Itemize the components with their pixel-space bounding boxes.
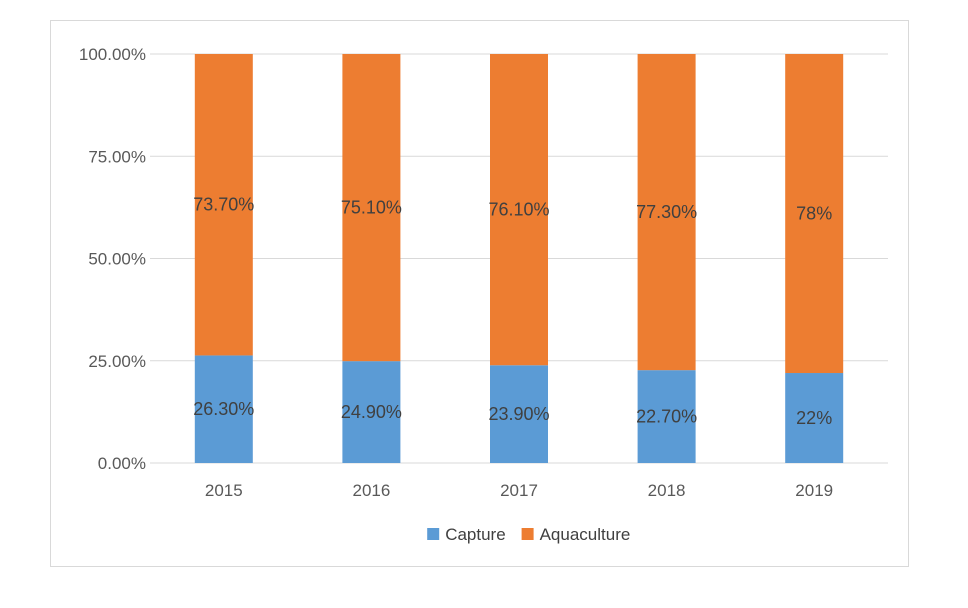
data-label: 24.90%	[341, 402, 402, 422]
x-axis-tick-labels: 2015 2016 2017 2018 2019	[205, 481, 833, 500]
capture-bar	[637, 370, 696, 463]
y-tick-label: 50.00%	[88, 250, 146, 269]
aquaculture-bar	[342, 54, 401, 362]
capture-bar	[785, 373, 844, 463]
aquaculture-bar	[637, 54, 696, 371]
data-label: 22%	[796, 408, 832, 428]
data-label: 78%	[796, 204, 832, 224]
capture-bar	[342, 361, 401, 463]
legend: Capture Aquaculture	[427, 525, 630, 544]
x-tick-label: 2016	[352, 481, 390, 500]
y-tick-label: 100.00%	[79, 45, 146, 64]
capture-bar	[490, 365, 548, 463]
aquaculture-bar	[194, 54, 253, 356]
legend-swatch	[521, 528, 534, 540]
data-label: 73.70%	[193, 195, 254, 215]
bars: 26.30% 73.70% 24.90% 75.10% 23.90% 76.10% 22.7…	[193, 54, 844, 463]
data-label: 22.70%	[636, 407, 697, 427]
data-label: 77.30%	[636, 202, 697, 222]
x-tick-label: 2017	[500, 481, 538, 500]
x-tick-label: 2015	[205, 481, 243, 500]
aquaculture-bar	[785, 54, 844, 374]
data-label: 23.90%	[488, 404, 549, 424]
y-tick-label: 0.00%	[98, 454, 146, 473]
x-tick-label: 2019	[795, 481, 833, 500]
aquaculture-bar	[490, 54, 548, 366]
data-label: 26.30%	[193, 399, 254, 419]
capture-bar	[194, 355, 253, 463]
data-label: 76.10%	[488, 200, 549, 220]
x-tick-label: 2018	[648, 481, 686, 500]
y-tick-label: 25.00%	[88, 352, 146, 371]
legend-label: Aquaculture	[540, 525, 631, 544]
legend-label: Capture	[445, 525, 505, 544]
y-tick-label: 75.00%	[88, 147, 146, 166]
chart-frame	[50, 20, 909, 567]
y-axis-tick-labels: 0.00% 25.00% 50.00% 75.00% 100.00%	[79, 45, 146, 473]
legend-swatch	[427, 528, 440, 540]
data-label: 75.10%	[341, 198, 402, 218]
